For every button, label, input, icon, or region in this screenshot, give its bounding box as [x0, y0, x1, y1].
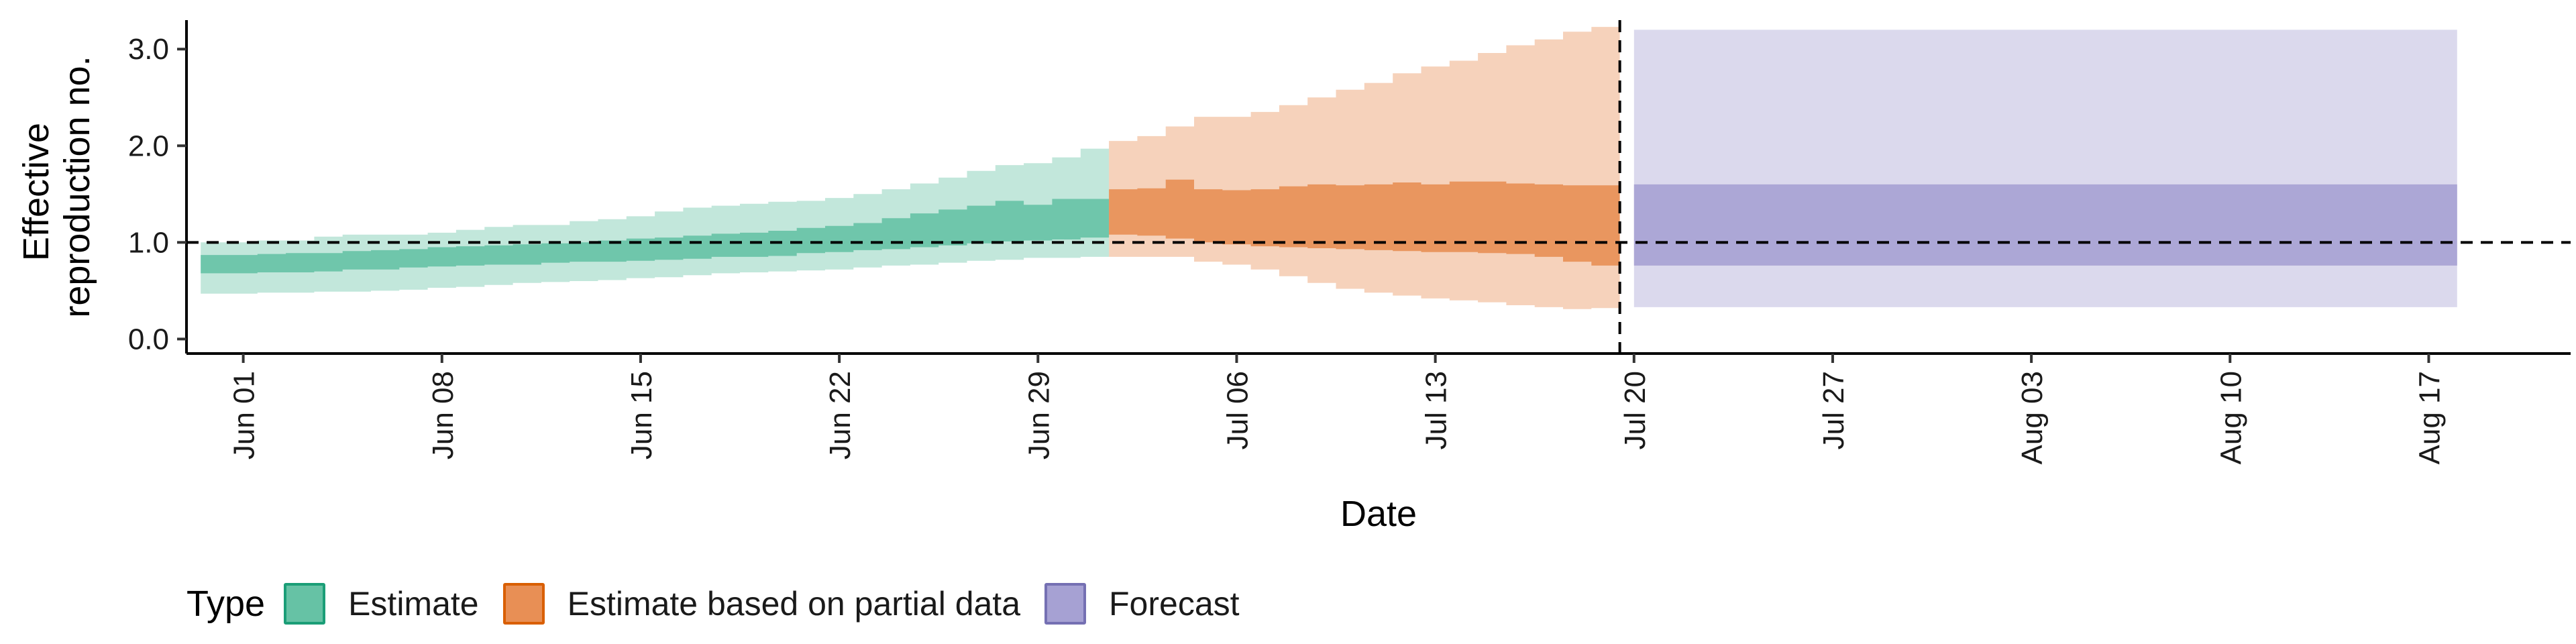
x-tick-label: Jul 13: [1420, 371, 1453, 449]
x-tick-label: Jun 22: [824, 371, 857, 460]
x-tick-label: Aug 03: [2016, 371, 2049, 464]
x-tick-label: Jul 06: [1221, 371, 1254, 449]
x-tick-label: Aug 10: [2214, 371, 2247, 464]
y-axis-ticks: 0.0 1.0 2.0 3.0: [128, 33, 186, 356]
y-tick-label: 1.0: [128, 226, 169, 259]
y-tick-label: 3.0: [128, 33, 169, 66]
y-tick-label: 0.0: [128, 323, 169, 356]
legend-item-estimate: Estimate: [284, 583, 479, 625]
estimate-based-on-partial-data-50-interval-band: [1109, 179, 1620, 266]
legend-key-estimate: [284, 583, 326, 625]
credible-interval-bands: [201, 27, 2457, 309]
x-tick-label: Jun 08: [427, 371, 460, 460]
estimate-50-interval-band: [201, 199, 1110, 274]
legend-label-partial-estimate: Estimate based on partial data: [567, 585, 1021, 623]
x-axis-title: Date: [1340, 494, 1417, 534]
legend-item-forecast: Forecast: [1044, 583, 1240, 625]
legend-label-estimate: Estimate: [348, 585, 479, 623]
x-tick-label: Aug 17: [2413, 371, 2446, 464]
chart-legend: Type Estimate Estimate based on partial …: [186, 578, 1264, 629]
legend-title: Type: [186, 584, 266, 624]
y-tick-label: 2.0: [128, 129, 169, 162]
x-tick-label: Jun 01: [228, 371, 261, 460]
x-tick-label: Jul 20: [1619, 371, 1652, 449]
y-axis-title: Effective reproduction no.: [16, 56, 97, 317]
forecast-50-interval-band: [1633, 184, 2457, 266]
legend-key-forecast: [1044, 583, 1087, 625]
legend-label-forecast: Forecast: [1109, 585, 1240, 623]
chart-axes: [185, 20, 2571, 355]
x-tick-label: Jun 15: [625, 371, 658, 460]
estimate-based-on-partial-data-90-interval-band: [1109, 27, 1620, 309]
y-axis-title-line-2: reproduction no.: [57, 56, 97, 317]
y-axis-title-line-1: Effective: [16, 123, 56, 261]
legend-item-partial-estimate: Estimate based on partial data: [502, 583, 1021, 625]
x-axis-ticks: Jun 01 Jun 08 Jun 15 Jun 22 Jun 29 Jul 06 Jul …: [228, 354, 2446, 464]
legend-key-partial-estimate: [502, 583, 545, 625]
x-tick-label: Jul 27: [1817, 371, 1850, 449]
x-tick-label: Jun 29: [1022, 371, 1055, 460]
